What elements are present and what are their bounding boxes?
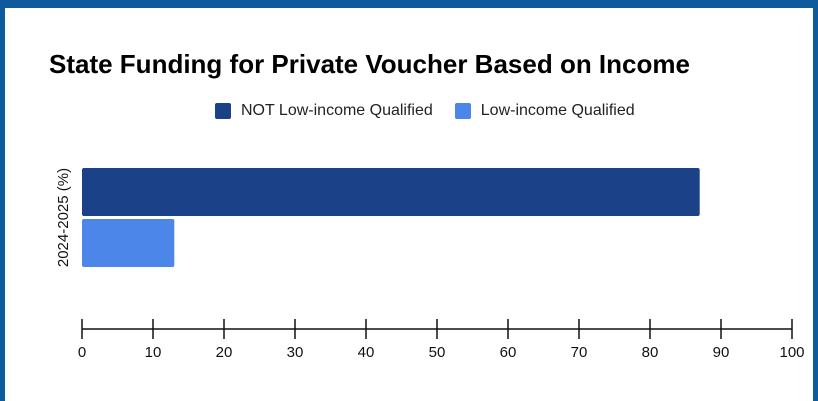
x-axis: 0 10 20 30 40 50 60 70 80 90 100 [78, 319, 805, 361]
y-axis-label: 2024-2025 (%) [55, 168, 72, 267]
legend-item-not-low-income: NOT Low-income Qualified [215, 102, 433, 120]
legend-swatch-not-low-income [215, 103, 231, 119]
x-tick-label-40: 40 [358, 344, 375, 361]
legend-label-low-income: Low-income Qualified [480, 102, 635, 119]
chart-legend: NOT Low-income Qualified Low-income Qual… [215, 102, 657, 120]
x-tick-label-10: 10 [145, 344, 162, 361]
bars-group [82, 168, 700, 267]
x-tick-label-30: 30 [287, 344, 304, 361]
chart-title: State Funding for Private Voucher Based … [49, 49, 690, 79]
x-tick-label-70: 70 [571, 344, 588, 361]
x-tick-label-50: 50 [429, 344, 446, 361]
x-tick-label-100: 100 [779, 344, 804, 361]
legend-label-not-low-income: NOT Low-income Qualified [241, 102, 433, 119]
x-tick-label-80: 80 [642, 344, 659, 361]
bar-low-income-qualified [82, 219, 175, 267]
x-tick-label-0: 0 [78, 344, 86, 361]
x-tick-label-90: 90 [713, 344, 730, 361]
x-tick-label-20: 20 [216, 344, 233, 361]
x-tick-label-60: 60 [500, 344, 517, 361]
legend-swatch-low-income [454, 103, 471, 119]
bar-not-low-income-qualified [82, 168, 700, 216]
legend-item-low-income: Low-income Qualified [454, 102, 635, 120]
